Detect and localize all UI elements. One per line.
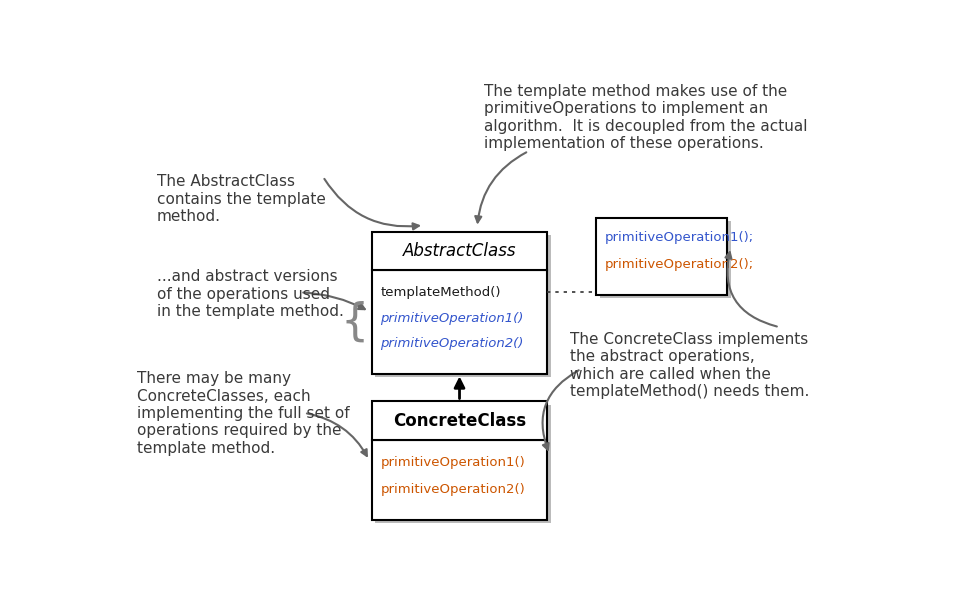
Bar xyxy=(600,222,731,298)
Text: There may be many
ConcreteClasses, each
implementing the full set of
operations : There may be many ConcreteClasses, each … xyxy=(137,371,350,456)
Text: The ConcreteClass implements
the abstract operations,
which are called when the
: The ConcreteClass implements the abstrac… xyxy=(570,332,810,399)
Text: ConcreteClass: ConcreteClass xyxy=(393,412,526,430)
Text: AbstractClass: AbstractClass xyxy=(403,242,516,260)
Text: templateMethod(): templateMethod() xyxy=(381,286,501,299)
Text: The template method makes use of the
primitiveOperations to implement an
algorit: The template method makes use of the pri… xyxy=(484,84,808,151)
Bar xyxy=(372,232,548,270)
Text: The AbstractClass
contains the template
method.: The AbstractClass contains the template … xyxy=(156,174,326,224)
Text: primitiveOperation1(): primitiveOperation1() xyxy=(381,312,524,324)
Bar xyxy=(596,219,727,295)
Bar xyxy=(372,270,548,373)
Bar xyxy=(375,235,552,377)
Text: primitiveOperation1(): primitiveOperation1() xyxy=(381,456,526,470)
Bar xyxy=(372,402,548,440)
Bar xyxy=(375,405,552,523)
Bar xyxy=(372,440,548,520)
Text: primitiveOperation2(): primitiveOperation2() xyxy=(381,337,524,350)
Text: ...and abstract versions
of the operations used
in the template method.: ...and abstract versions of the operatio… xyxy=(156,269,344,319)
Text: primitiveOperation1();: primitiveOperation1(); xyxy=(605,231,754,244)
Text: primitiveOperation2(): primitiveOperation2() xyxy=(381,483,526,495)
Text: primitiveOperation2();: primitiveOperation2(); xyxy=(605,258,754,271)
Text: {: { xyxy=(341,300,369,343)
